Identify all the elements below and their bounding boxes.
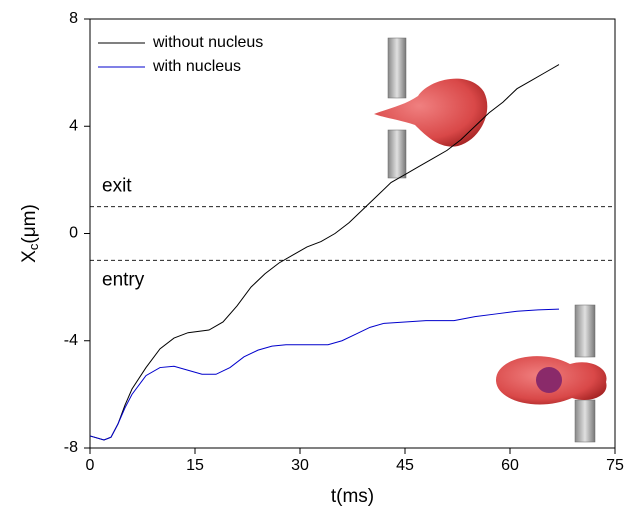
post (387, 37, 407, 99)
series-line (89, 64, 560, 441)
series-line (89, 308, 560, 441)
post (387, 129, 407, 179)
reference-label: exit (102, 176, 132, 197)
legend-label: with nucleus (152, 58, 241, 75)
x-tick-label: 15 (186, 457, 204, 474)
nucleus (536, 367, 562, 393)
y-tick-label: 4 (69, 117, 78, 134)
x-tick-label: 75 (606, 457, 624, 474)
y-tick-label: -4 (64, 332, 78, 349)
y-axis-label-part: X (19, 250, 40, 263)
legend-label: without nucleus (152, 34, 263, 51)
x-axis-label: t(ms) (331, 486, 374, 507)
x-tick-label: 60 (501, 457, 519, 474)
y-tick-label: 0 (69, 225, 78, 242)
post (574, 399, 596, 443)
cell-illustration-top (374, 37, 488, 179)
y-tick-label: 8 (69, 10, 78, 27)
post (574, 304, 596, 358)
y-axis-label-part: (μm) (19, 204, 40, 243)
cell-illustration-bottom (496, 304, 607, 443)
x-tick-label: 0 (86, 457, 95, 474)
y-axis-label-part: c (26, 243, 41, 250)
y-tick-label: -8 (64, 439, 78, 456)
x-tick-label: 45 (396, 457, 414, 474)
x-tick-label: 30 (291, 457, 309, 474)
cell (374, 78, 488, 147)
reference-label: entry (102, 269, 145, 290)
y-axis-label: Xc(μm) (19, 204, 41, 263)
